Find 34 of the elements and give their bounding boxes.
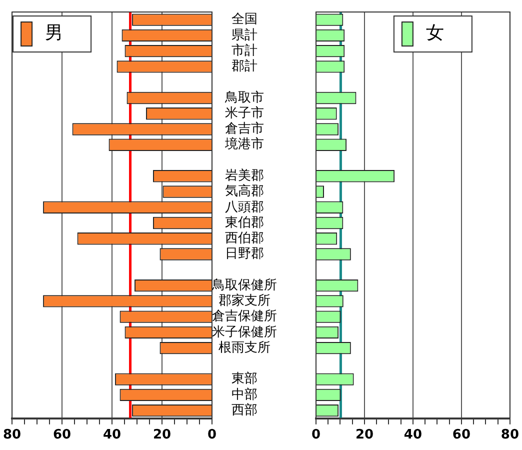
y-tick-label: 倉吉保健所 bbox=[212, 309, 277, 324]
x-tick-label: 40 bbox=[404, 428, 422, 443]
y-tick-label: 鳥取市 bbox=[224, 90, 264, 106]
y-tick-label: 日野郡 bbox=[225, 246, 264, 262]
y-tick-label: 全国 bbox=[232, 12, 258, 28]
y-tick-label: 郡家支所 bbox=[218, 292, 270, 309]
legend-label: 男 bbox=[45, 22, 64, 44]
x-tick-label: 20 bbox=[355, 428, 374, 443]
y-tick-label: 郡計 bbox=[232, 59, 258, 74]
x-tick-label: 0 bbox=[207, 428, 217, 443]
x-tick-label: 80 bbox=[3, 428, 22, 443]
x-tick-label: 40 bbox=[102, 428, 122, 443]
y-tick-label: 県計 bbox=[232, 28, 258, 43]
x-tick-label: 60 bbox=[52, 428, 72, 443]
y-tick-label: 西伯郡 bbox=[225, 231, 264, 246]
y-tick-label: 八頭郡 bbox=[225, 200, 264, 215]
y-tick-label: 東伯郡 bbox=[225, 215, 264, 230]
y-tick-label: 東部 bbox=[232, 372, 258, 387]
y-tick-label: 西部 bbox=[232, 402, 258, 418]
legend-label: 女 bbox=[426, 22, 444, 44]
y-tick-label: 米子市 bbox=[225, 106, 264, 121]
y-tick-label: 中部 bbox=[232, 387, 258, 402]
x-tick-label: 20 bbox=[152, 428, 172, 443]
y-tick-label: 根雨支所 bbox=[218, 340, 270, 356]
y-tick-label: 米子保健所 bbox=[212, 324, 277, 340]
y-tick-label: 鳥取保健所 bbox=[211, 278, 277, 293]
y-tick-label: 境港市 bbox=[224, 136, 264, 152]
x-tick-label: 80 bbox=[500, 428, 519, 443]
y-tick-label: 倉吉市 bbox=[225, 122, 264, 137]
y-tick-label: 市計 bbox=[232, 43, 258, 58]
y-tick-label: 岩美郡 bbox=[225, 168, 264, 184]
x-tick-label: 60 bbox=[452, 428, 471, 443]
x-tick-label: 0 bbox=[311, 428, 321, 443]
y-tick-label: 気高郡 bbox=[225, 183, 264, 200]
